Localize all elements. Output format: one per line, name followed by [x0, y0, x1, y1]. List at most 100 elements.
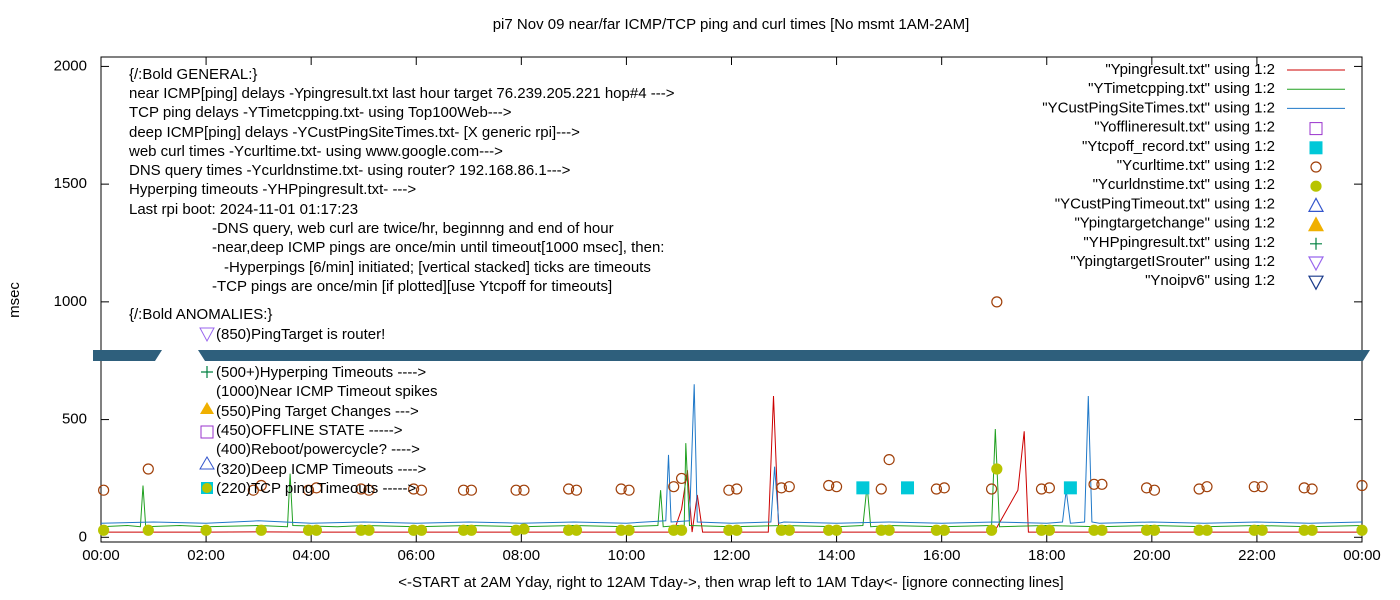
y-tick-label: 500 — [62, 411, 87, 428]
data-point — [255, 479, 267, 492]
data-point — [302, 484, 315, 496]
data-point — [1256, 524, 1268, 536]
data-point — [518, 523, 530, 535]
axes: 0 500 1000 1500 2000 00:00 02:00 04:00 06:00 08:0… — [54, 57, 1381, 564]
data-point — [1298, 482, 1310, 494]
data-point — [408, 483, 420, 495]
x-tick-label: 12:00 — [713, 547, 751, 564]
x-tick-label: 20:00 — [1133, 547, 1171, 564]
data-point — [1248, 481, 1260, 493]
legend-swatch — [1309, 122, 1323, 136]
legend-label: "YCustPingSiteTimes.txt" using 1:2 — [1042, 99, 1275, 116]
data-point — [1063, 481, 1077, 495]
key-icon — [201, 366, 213, 378]
data-point — [623, 484, 635, 496]
data-point — [1035, 483, 1048, 495]
data-point — [783, 481, 795, 493]
data-point — [985, 524, 998, 536]
data-point — [1148, 524, 1161, 536]
x-tick-label: 16:00 — [923, 547, 961, 564]
data-point — [991, 463, 1003, 475]
annotation: deep ICMP[ping] delays -YCustPingSiteTim… — [129, 124, 580, 141]
key-icon — [200, 425, 214, 439]
legend-swatch — [1307, 197, 1325, 212]
annotation: Hyperping timeouts -YHPpingresult.txt- -… — [129, 181, 416, 198]
annotations: {/:Bold GENERAL:} near ICMP[ping] delays … — [128, 66, 675, 497]
legend-label: "Ycurltime.txt" using 1:2 — [1117, 157, 1275, 174]
legend-label: "Ypingtargetchange" using 1:2 — [1074, 215, 1275, 232]
data-point — [310, 482, 323, 494]
data-point — [142, 463, 154, 475]
data-point — [668, 481, 680, 493]
y-tick-label: 2000 — [54, 57, 87, 74]
data-point — [1096, 478, 1108, 490]
legend-label: "Ynoipv6" using 1:2 — [1145, 272, 1275, 289]
annotation: web curl times -Ycurltime.txt- using www… — [128, 143, 503, 160]
anomaly-keys — [199, 327, 215, 494]
data-point — [255, 524, 267, 536]
annotation: {/:Bold GENERAL:} — [129, 66, 257, 83]
legend-swatch — [1310, 237, 1322, 250]
break-band — [93, 350, 162, 361]
data-point — [570, 484, 583, 496]
data-point — [856, 481, 870, 495]
data-point — [1140, 482, 1153, 494]
legend-label: "YpingtargetISrouter" using 1:2 — [1070, 253, 1275, 270]
y-tick-label: 1500 — [54, 175, 87, 192]
data-point — [938, 482, 950, 494]
legend-label: "YCustPingTimeout.txt" using 1:2 — [1055, 195, 1275, 212]
data-point — [1201, 481, 1213, 493]
data-point — [985, 483, 998, 495]
data-point — [1356, 524, 1368, 536]
annotation: (220)TCP ping Timeouts -----> — [216, 480, 416, 497]
legend-swatch — [1307, 256, 1325, 272]
data-point — [991, 296, 1003, 308]
data-point — [1096, 524, 1108, 536]
annotation: {/:Bold ANOMALIES:} — [129, 306, 272, 323]
annotation: (500+)Hyperping Timeouts ----> — [216, 364, 426, 381]
legend-swatch — [1309, 141, 1323, 155]
annotation: -TCP pings are once/min [if plotted][use… — [212, 278, 612, 295]
data-point — [938, 524, 950, 536]
data-point — [465, 484, 478, 496]
data-point — [783, 524, 795, 536]
x-tick-label: 02:00 — [187, 547, 225, 564]
data-point — [675, 472, 688, 485]
x-tick-label: 04:00 — [292, 547, 330, 564]
annotation: -DNS query, web curl are twice/hr, begin… — [212, 220, 614, 237]
y-axis-label: msec — [6, 282, 23, 318]
legend-swatch — [1307, 216, 1325, 232]
annotation: Last rpi boot: 2024-11-01 01:17:23 — [129, 201, 358, 218]
data-point — [901, 481, 915, 495]
data-point — [1256, 481, 1268, 493]
annotation: (320)Deep ICMP Timeouts ----> — [216, 461, 426, 478]
data-point — [1148, 484, 1161, 496]
annotation: near ICMP[ping] delays -Ypingresult.txt … — [129, 85, 675, 102]
annotation: (850)PingTarget is router! — [216, 326, 385, 343]
data-point — [415, 524, 428, 536]
data-point — [98, 524, 110, 536]
data-point — [615, 483, 627, 495]
annotation: -Hyperpings [6/min] initiated; [vertical… — [224, 259, 651, 276]
data-point — [930, 483, 943, 495]
legend-label: "Ycurldnstime.txt" using 1:2 — [1093, 176, 1275, 193]
x-tick-label: 06:00 — [397, 547, 435, 564]
chart-title: pi7 Nov 09 near/far ICMP/TCP ping and cu… — [493, 16, 970, 33]
legend-label: "YTimetcpping.txt" using 1:2 — [1088, 80, 1275, 97]
legend-label: "Ytcpoff_record.txt" using 1:2 — [1082, 138, 1275, 155]
x-tick-label: 22:00 — [1238, 547, 1276, 564]
annotation: (400)Reboot/powercycle? ----> — [216, 441, 420, 458]
data-point — [1193, 483, 1205, 495]
x-axis-label: <-START at 2AM Yday, right to 12AM Tday-… — [398, 574, 1063, 591]
data-point — [1088, 478, 1100, 490]
legend-swatch — [1310, 161, 1322, 173]
data-point — [355, 483, 367, 495]
key-icon — [200, 402, 214, 414]
data-point — [1043, 482, 1055, 494]
data-point — [518, 484, 530, 496]
legend-swatch — [1310, 180, 1322, 192]
legend-label: "Ypingresult.txt" using 1:2 — [1105, 61, 1275, 78]
axis-break — [93, 350, 1370, 361]
data-point — [1356, 479, 1368, 492]
